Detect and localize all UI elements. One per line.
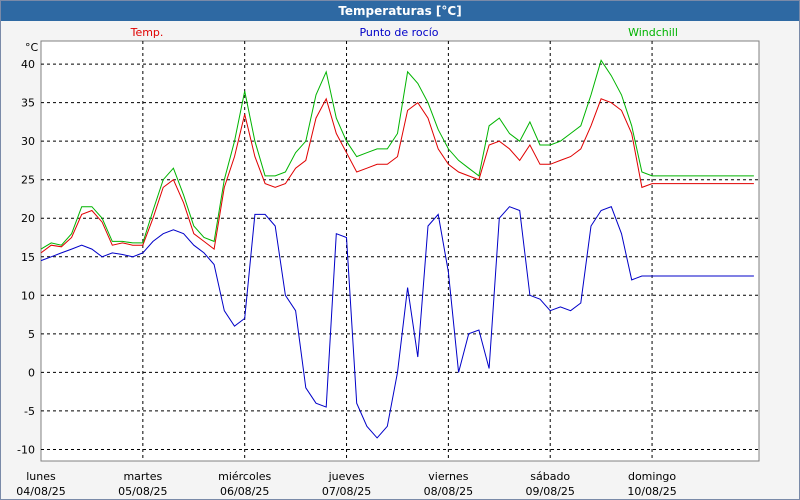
x-tick-day: viernes [428, 470, 468, 483]
x-tick-date: 04/08/25 [16, 485, 65, 498]
y-tick-label: 0 [28, 366, 35, 379]
series-line-1 [40, 206, 754, 439]
legend-entry-2: Windchill [628, 26, 678, 39]
x-tick-date: 07/08/25 [322, 485, 371, 498]
x-tick-day: jueves [328, 470, 365, 483]
x-tick-day: sábado [530, 470, 570, 483]
series-line-2 [40, 59, 754, 250]
y-tick-label: -10 [17, 443, 35, 456]
y-tick-label: 35 [21, 97, 35, 110]
y-tick-label: 15 [21, 251, 35, 264]
unit-label: °C [25, 41, 39, 54]
series-line-0 [40, 97, 754, 254]
x-tick-date: 10/08/25 [627, 485, 676, 498]
y-tick-label: 5 [28, 328, 35, 341]
x-tick-date: 06/08/25 [220, 485, 269, 498]
y-tick-label: 20 [21, 212, 35, 225]
x-tick-date: 05/08/25 [118, 485, 167, 498]
temperature-chart: -10 -5 0 5 10 15 20 25 30 35 40 lunes 04/08/25 martes… [16, 26, 760, 498]
chart-title: Temperaturas [°C] [1, 1, 799, 21]
grid [41, 41, 759, 461]
x-tick-date: 09/08/25 [526, 485, 575, 498]
legend-entry-0: Temp. [130, 26, 164, 39]
plot-area [40, 40, 760, 462]
y-tick-label: 25 [21, 174, 35, 187]
x-tick-day: domingo [628, 470, 676, 483]
legend-entry-1: Punto de rocío [359, 26, 438, 39]
legend: Temp. Punto de rocío Windchill [130, 26, 678, 39]
x-tick-day: miércoles [218, 470, 271, 483]
x-tick-day: lunes [26, 470, 56, 483]
x-tick-date: 08/08/25 [424, 485, 473, 498]
x-tick-day: martes [123, 470, 162, 483]
axis-ticks: -10 -5 0 5 10 15 20 25 30 35 40 lunes 04/08/25 martes… [16, 58, 676, 498]
y-tick-label: 40 [21, 58, 35, 71]
y-tick-label: 10 [21, 289, 35, 302]
y-tick-label: -5 [24, 405, 35, 418]
series-lines [40, 59, 754, 439]
y-tick-label: 30 [21, 135, 35, 148]
